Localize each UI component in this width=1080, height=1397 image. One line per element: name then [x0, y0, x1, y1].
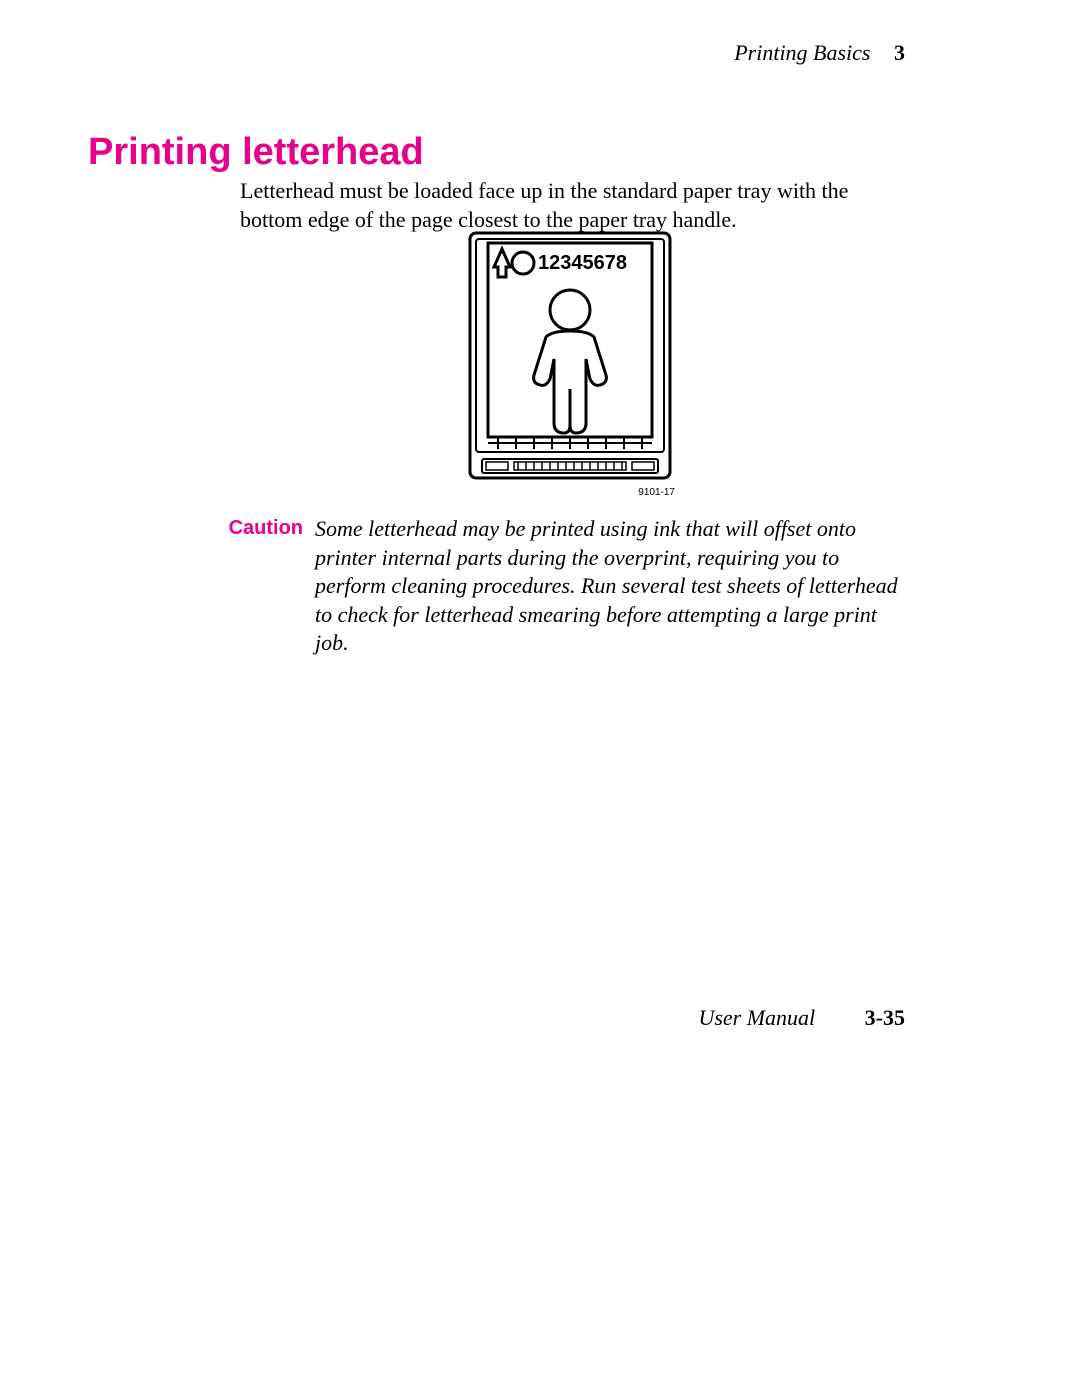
running-header: Printing Basics 3: [734, 40, 905, 66]
section-label: Printing Basics: [734, 40, 870, 65]
page: Printing Basics 3 Printing letterhead Le…: [0, 0, 1080, 1397]
tray-diagram: 12345678: [460, 225, 680, 505]
page-footer: User Manual 3-35: [698, 1005, 905, 1031]
diagram-header-text: 12345678: [538, 252, 627, 274]
caution-label: Caution: [215, 515, 303, 540]
footer-label: User Manual: [698, 1005, 815, 1030]
figure-caption: 9101-17: [638, 487, 675, 498]
footer-page-number: 3-35: [865, 1005, 905, 1030]
diagram-figure: 12345678: [240, 225, 900, 510]
section-number: 3: [894, 40, 905, 65]
section-heading: Printing letterhead: [88, 131, 424, 174]
caution-block: Caution Some letterhead may be printed u…: [215, 515, 905, 658]
caution-text: Some letterhead may be printed using ink…: [315, 515, 905, 658]
